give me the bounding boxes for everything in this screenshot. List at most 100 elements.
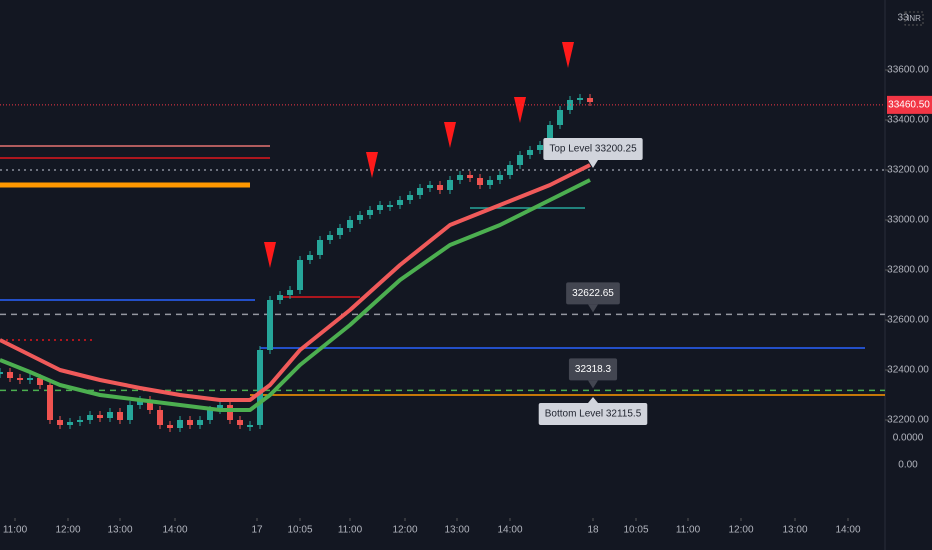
candle (357, 215, 363, 220)
y-tick-label: 32600.00 (887, 315, 929, 326)
candle (177, 420, 183, 428)
candle (557, 110, 563, 125)
y-tick-label: 33000.00 (887, 215, 929, 226)
candle (447, 180, 453, 190)
candle (237, 420, 243, 425)
y-tick-label: 32800.00 (887, 265, 929, 276)
candle (227, 405, 233, 420)
candle (197, 420, 203, 425)
candle (217, 405, 223, 410)
annotation: 32318.3 (568, 358, 618, 389)
candle (417, 188, 423, 195)
candle (467, 175, 473, 178)
candle (487, 180, 493, 185)
candle (337, 228, 343, 235)
candle (497, 175, 503, 180)
candle (577, 98, 583, 100)
candle (7, 372, 13, 378)
x-tick-label: 17 (251, 525, 263, 536)
candle (147, 400, 153, 410)
candle (477, 178, 483, 185)
sell-signal (366, 152, 378, 178)
pane-label: 0.00 (898, 460, 918, 471)
annotation-pointer (588, 397, 598, 403)
x-tick-label: 10:05 (623, 525, 648, 536)
y-tick-label: 33600.00 (887, 65, 929, 76)
candle (137, 400, 143, 405)
candle (537, 145, 543, 150)
annotation: 32622.65 (566, 282, 620, 313)
annotation-box (568, 358, 618, 381)
x-tick-label: 18 (587, 525, 599, 536)
x-tick-label: 13:00 (107, 525, 132, 536)
candle (437, 185, 443, 190)
y-tick-label: 32400.00 (887, 365, 929, 376)
annotation-pointer (588, 159, 598, 168)
candle (547, 125, 553, 145)
candle (167, 425, 173, 428)
annotation-pointer (588, 304, 598, 313)
candle (117, 412, 123, 420)
x-tick-label: 13:00 (444, 525, 469, 536)
candle (517, 155, 523, 165)
candle (297, 260, 303, 290)
annotation: Top Level 33200.25 (543, 137, 643, 168)
candle (317, 240, 323, 255)
annotation-box (566, 282, 620, 305)
candle (327, 235, 333, 240)
x-tick-label: 12:00 (392, 525, 417, 536)
top-label: 33 (897, 13, 909, 24)
moving-average (0, 178, 591, 412)
candle (47, 385, 53, 420)
annotation-pointer (588, 380, 598, 389)
candle (127, 405, 133, 420)
candle (397, 200, 403, 205)
candle (267, 300, 273, 350)
candle (107, 412, 113, 418)
y-tick-label: 33200.00 (887, 165, 929, 176)
currency: INR (907, 14, 921, 23)
candle (347, 220, 353, 228)
annotation-box (538, 403, 648, 425)
candle (37, 378, 43, 385)
candle (527, 150, 533, 155)
candle (207, 410, 213, 420)
candle (67, 422, 73, 425)
candle (427, 185, 433, 188)
candle (287, 290, 293, 295)
last-price-label: 33460.50 (888, 100, 930, 111)
candle (277, 295, 283, 300)
candle (0, 372, 3, 374)
candle (57, 420, 63, 425)
currency-badge (904, 11, 924, 26)
annotation-text: Bottom Level 32115.5 (545, 409, 642, 420)
candle (187, 420, 193, 425)
x-tick-label: 14:00 (835, 525, 860, 536)
x-tick-label: 12:00 (55, 525, 80, 536)
candle (507, 165, 513, 175)
candle (307, 255, 313, 260)
sell-signal (562, 42, 574, 68)
candle (407, 195, 413, 200)
annotation-text: 32622.65 (572, 288, 614, 299)
x-tick-label: 10:05 (287, 525, 312, 536)
x-tick-label: 13:00 (782, 525, 807, 536)
annotation: Bottom Level 32115.5 (538, 397, 648, 425)
annotation-text: 32318.3 (575, 364, 612, 375)
candle (377, 205, 383, 210)
candle (367, 210, 373, 215)
x-tick-label: 14:00 (497, 525, 522, 536)
sell-signal (444, 122, 456, 148)
candle (97, 415, 103, 418)
sell-signal (264, 242, 276, 268)
candle (17, 378, 23, 380)
annotation-box (543, 137, 643, 160)
x-tick-label: 11:00 (338, 525, 363, 536)
sell-signal (514, 97, 526, 123)
y-tick-label: 32200.00 (887, 415, 929, 426)
x-tick-label: 12:00 (728, 525, 753, 536)
candle (87, 415, 93, 420)
candle (457, 175, 463, 180)
